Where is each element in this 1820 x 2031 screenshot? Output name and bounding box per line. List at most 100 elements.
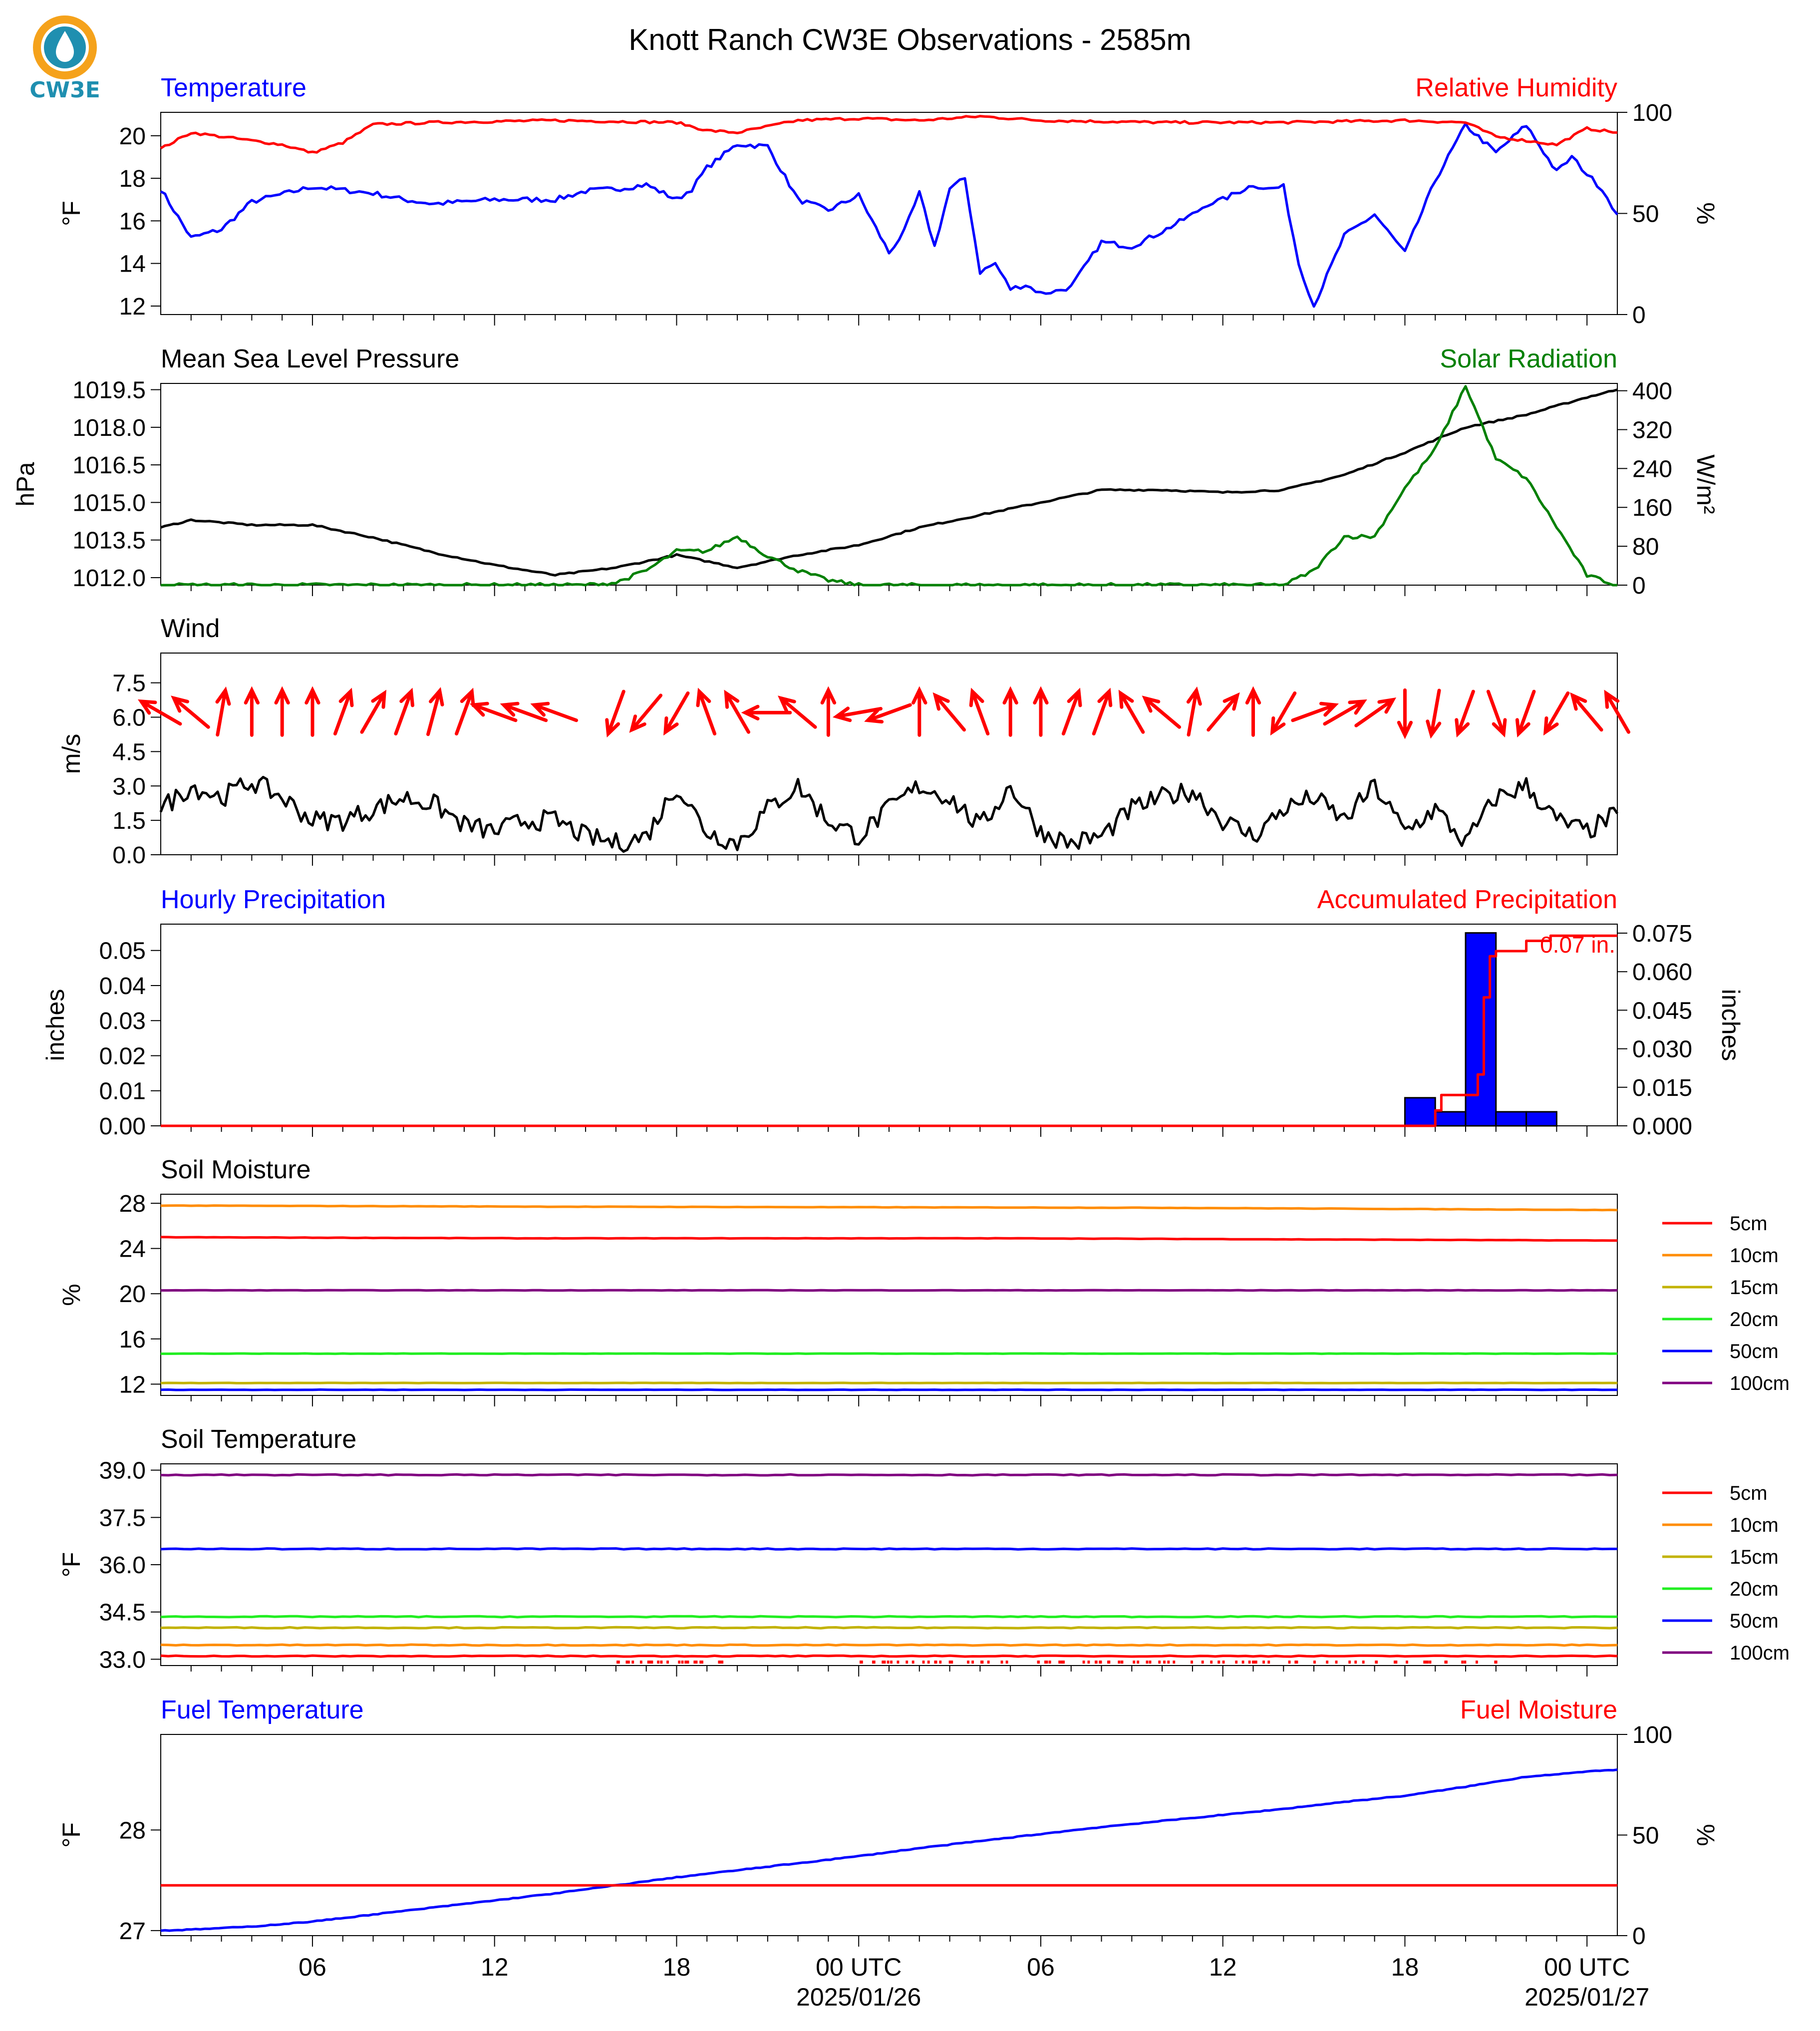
wind-arrow <box>1033 686 1049 737</box>
legend-label: 10cm <box>1730 1514 1779 1536</box>
y-tick-label-right: 240 <box>1632 456 1672 482</box>
y-axis-label-left: °F <box>57 201 85 226</box>
y-tick-label-left: 1015.0 <box>72 490 146 516</box>
wind-arrow <box>1455 689 1475 738</box>
wind-arrow <box>605 689 625 738</box>
precip-bar <box>1404 1097 1436 1127</box>
y-tick-label-left: 27 <box>119 1918 146 1945</box>
legend-label: 5cm <box>1730 1482 1768 1504</box>
y-tick-label-left: 28 <box>119 1817 146 1844</box>
y-tick-label-left: 1018.0 <box>72 415 146 441</box>
chart-panel-4: Hourly Precipitation Accumulated Precipit… <box>41 885 1745 1140</box>
series-line-solar-radiation <box>161 385 1617 587</box>
panel-title-left: Fuel Temperature <box>161 1695 364 1724</box>
figure-title: Knott Ranch CW3E Observations - 2585m <box>628 23 1191 56</box>
wind-arrow <box>663 691 690 736</box>
wind-arrow <box>455 687 475 736</box>
series-line-10cm <box>160 1643 1618 1647</box>
logo-text: CW3E <box>29 77 100 103</box>
wind-arrow <box>394 687 414 736</box>
y-tick-label-left: 20 <box>119 1281 146 1308</box>
x-tick-label: 00 UTC <box>1544 1953 1630 1981</box>
panel-title-left: Mean Sea Level Pressure <box>161 344 459 373</box>
logo-ring-icon <box>33 15 97 79</box>
wind-arrow <box>171 695 210 729</box>
y-tick-label-right: 100 <box>1632 100 1672 126</box>
y-axis-label-left: °F <box>57 1552 85 1578</box>
panel-title-left: Wind <box>161 614 220 643</box>
y-tick-label-left: 1016.5 <box>72 452 146 479</box>
wind-arrow <box>500 701 548 722</box>
y-tick-label-left: 0.0 <box>112 842 146 869</box>
wind-arrow <box>360 689 387 734</box>
y-tick-label-left: 14 <box>119 251 146 278</box>
wind-arrow <box>696 687 717 736</box>
wind-arrow <box>1515 689 1536 738</box>
wind-arrow <box>741 704 792 720</box>
wind-arrow <box>274 686 290 737</box>
x-tick-label: 18 <box>1391 1953 1419 1981</box>
wind-arrow <box>820 686 837 737</box>
chart-panel-6: Soil Temperature 33.0 34.5 36.0 37.5 39.0 °F 5c… <box>57 1425 1790 1677</box>
y-tick-label-left: 1019.5 <box>72 377 146 404</box>
x-tick-label: 18 <box>663 1953 691 1981</box>
series-line-100cm <box>161 1289 1618 1292</box>
wind-arrow <box>1397 688 1413 739</box>
wind-arrow <box>1118 689 1145 734</box>
panel-title-right: Solar Radiation <box>1440 344 1617 373</box>
series-line-10cm <box>160 1204 1618 1212</box>
y-tick-label-left: 12 <box>119 1371 146 1398</box>
y-tick-label-right: 80 <box>1632 534 1659 560</box>
series-line-20cm <box>160 1615 1618 1619</box>
accumulated-total-label: 0.07 in. <box>1540 932 1615 958</box>
legend-label: 20cm <box>1730 1578 1779 1600</box>
y-tick-label-left: 0.02 <box>99 1043 146 1069</box>
y-tick-label-left: 7.5 <box>112 671 146 697</box>
chart-panel-7: Fuel Temperature Fuel Moisture 27 28 0 50 100 °… <box>57 1695 1720 1950</box>
y-tick-label-right: 0.000 <box>1632 1113 1692 1140</box>
y-tick-label-right: 160 <box>1632 495 1672 521</box>
chart-panel-3: Wind 0.0 1.5 3.0 4.5 6.0 7.5 m/s <box>57 614 1630 869</box>
y-tick-label-right: 0.015 <box>1632 1075 1692 1101</box>
y-tick-label-left: 16 <box>119 208 146 235</box>
legend: 5cm 10cm 15cm 20cm 50cm 100cm <box>1662 1482 1790 1664</box>
series-line-temperature <box>160 122 1618 308</box>
water-drop-icon <box>56 31 74 62</box>
y-axis-label-right: inches <box>1717 989 1745 1061</box>
precip-bar <box>1434 1111 1467 1127</box>
y-tick-label-right: 0.075 <box>1632 921 1692 947</box>
y-tick-label-left: 33.0 <box>99 1647 146 1673</box>
y-tick-label-left: 16 <box>119 1327 146 1353</box>
wind-arrow <box>1604 689 1630 734</box>
wind-arrow <box>1061 687 1082 736</box>
series-line-5cm <box>160 1654 1618 1658</box>
wind-arrow <box>1002 686 1018 737</box>
series-line-accumulated-precipitation <box>161 934 1617 1127</box>
y-tick-label-right: 0.030 <box>1632 1036 1692 1063</box>
wind-arrow <box>138 699 182 726</box>
legend-label: 50cm <box>1730 1341 1779 1362</box>
series-line-wind-speed <box>159 776 1619 853</box>
chart-panel-1: Temperature Relative Humidity 12 14 16 18 20 0 5… <box>57 73 1720 329</box>
y-tick-label-left: 18 <box>119 166 146 192</box>
wind-arrow <box>304 686 320 737</box>
legend-label: 50cm <box>1730 1610 1779 1632</box>
series-line-100cm <box>160 1473 1618 1477</box>
x-tick-label: 00 UTC <box>816 1953 902 1981</box>
y-tick-label-left: 36.0 <box>99 1552 146 1579</box>
y-tick-label-right: 0 <box>1632 573 1646 599</box>
wind-arrow <box>932 692 966 732</box>
legend-label: 15cm <box>1730 1277 1779 1299</box>
legend-label: 100cm <box>1730 1372 1790 1394</box>
y-axis-label-right: W/m² <box>1692 454 1720 514</box>
y-tick-label-right: 100 <box>1632 1722 1672 1748</box>
y-tick-label-left: 39.0 <box>99 1458 146 1484</box>
y-axis-label-left: inches <box>41 989 69 1061</box>
wind-arrow <box>215 686 231 737</box>
x-date-label: 2025/01/26 <box>796 1983 921 2011</box>
y-tick-label-left: 0.01 <box>99 1078 146 1105</box>
x-date-label: 2025/01/27 <box>1524 1983 1649 2011</box>
legend-label: 100cm <box>1730 1642 1790 1664</box>
y-axis-label-right: % <box>1692 202 1720 224</box>
y-tick-label-left: 3.0 <box>112 773 146 800</box>
